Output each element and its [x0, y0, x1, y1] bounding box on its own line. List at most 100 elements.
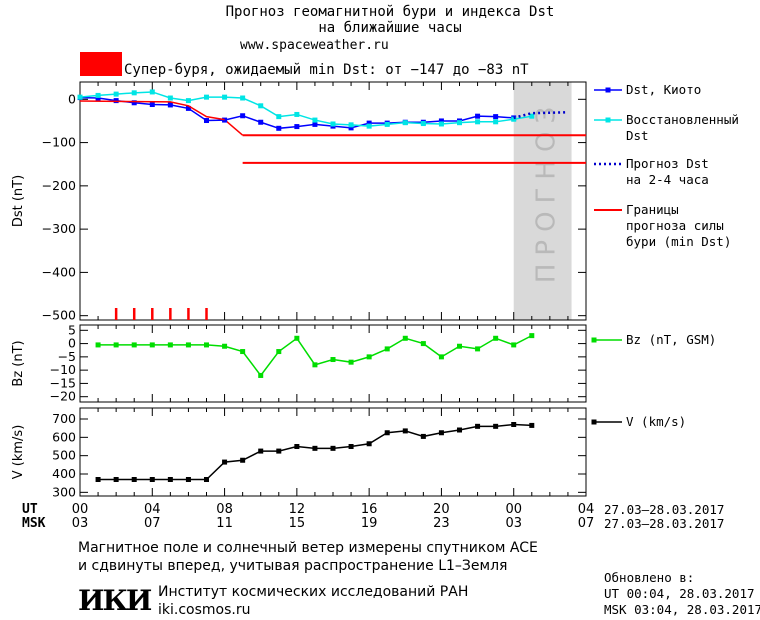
- data-point: [457, 120, 462, 126]
- y-tick-label: −10: [50, 362, 76, 377]
- data-point: [366, 123, 372, 129]
- ut-label: UT: [22, 502, 38, 517]
- legend-symbols: [591, 87, 622, 425]
- x-tick-label-msk: 03: [72, 516, 89, 531]
- data-point: [95, 342, 101, 348]
- legend-dst-restored-marker: [605, 117, 611, 123]
- bz-panel: 50−5−10−15−20 Bz (nT): [11, 322, 587, 404]
- series-line: [513, 111, 568, 120]
- legend-bz: Bz (nT, GSM): [626, 332, 717, 347]
- data-point: [95, 92, 101, 98]
- x-tick-label-msk: 07: [144, 516, 161, 531]
- y-tick-label: 0: [68, 336, 76, 351]
- legend-bz-marker: [591, 337, 597, 343]
- x-tick-label-msk: 23: [433, 516, 450, 531]
- data-point: [457, 343, 462, 349]
- data-point: [438, 430, 444, 436]
- panel-frame: [79, 407, 587, 497]
- data-point: [204, 118, 209, 124]
- data-point: [149, 89, 155, 95]
- data-point: [240, 113, 246, 119]
- data-point: [204, 342, 209, 348]
- data-point: [420, 433, 426, 439]
- data-point: [131, 477, 137, 482]
- data-point: [113, 91, 119, 97]
- data-point: [222, 459, 228, 465]
- data-point: [276, 349, 282, 355]
- data-point: [366, 354, 372, 360]
- forecast-band-label: ПРОГНОЗ: [532, 99, 562, 283]
- data-point: [493, 423, 499, 429]
- legend-forecast-2: на 2-4 часа: [626, 172, 709, 187]
- institute-site[interactable]: iki.cosmos.ru: [158, 602, 251, 618]
- data-point: [493, 114, 499, 120]
- legend-bounds-2: прогноза силы: [626, 218, 724, 233]
- chart-title-line1: Прогноз геомагнитной бури и индекса Dst: [225, 4, 555, 20]
- data-point: [384, 121, 390, 127]
- data-point: [131, 90, 137, 96]
- storm-forecast-label: Супер-буря, ожидаемый min Dst: от −147 д…: [124, 62, 529, 78]
- data-point: [457, 427, 462, 433]
- data-point: [402, 120, 408, 126]
- data-point: [312, 445, 318, 451]
- data-point: [240, 349, 246, 355]
- y-tick-label: −100: [42, 135, 76, 150]
- data-point: [420, 119, 426, 125]
- y-tick-label: −300: [42, 221, 76, 236]
- data-point: [475, 113, 481, 119]
- data-point: [475, 423, 481, 429]
- data-point: [185, 477, 191, 482]
- data-point: [312, 121, 318, 127]
- data-point: [457, 118, 462, 124]
- data-point: [348, 122, 354, 128]
- data-point: [258, 448, 264, 454]
- data-point: [258, 103, 264, 109]
- data-point: [348, 125, 354, 131]
- series-line: [79, 100, 225, 121]
- data-point: [113, 98, 119, 104]
- y-tick-label: −400: [42, 264, 76, 279]
- data-point: [438, 354, 444, 360]
- series-line: [79, 96, 514, 130]
- data-point: [493, 119, 499, 125]
- data-point: [167, 477, 173, 482]
- data-point: [384, 346, 390, 352]
- site-url[interactable]: www.spaceweather.ru: [240, 38, 389, 53]
- footer-note-line1: Магнитное поле и солнечный ветер измерен…: [78, 540, 538, 556]
- data-point: [330, 445, 336, 451]
- legend-forecast-1: Прогноз Dst: [626, 156, 709, 171]
- data-point: [294, 111, 300, 117]
- data-point: [402, 119, 408, 125]
- data-point: [113, 342, 119, 348]
- x-tick-label-msk: 15: [289, 516, 306, 531]
- iki-logo: ИКИ: [78, 584, 152, 617]
- panel-frame: [79, 81, 587, 321]
- data-point: [95, 477, 101, 482]
- x-tick-label-ut: 04: [144, 502, 161, 517]
- y-tick-label: 600: [52, 429, 76, 444]
- legend-dst-kyoto: Dst, Киото: [626, 82, 702, 97]
- data-point: [131, 100, 137, 106]
- y-tick-label: 400: [52, 466, 76, 481]
- x-tick-label-ut: 08: [216, 502, 233, 517]
- x-tick-label-ut: 04: [578, 502, 595, 517]
- data-point: [511, 342, 517, 348]
- data-point: [276, 448, 282, 454]
- y-tick-label: 5: [68, 322, 76, 337]
- x-tick-label-ut: 00: [72, 502, 89, 517]
- data-point: [95, 95, 101, 101]
- legend-v: V (km/s): [626, 414, 687, 429]
- data-point: [258, 119, 264, 125]
- data-point: [149, 342, 155, 348]
- data-point: [185, 98, 191, 104]
- data-point: [240, 457, 246, 463]
- data-point: [222, 117, 228, 123]
- data-point: [511, 115, 517, 121]
- data-point: [529, 333, 535, 339]
- x-tick-label-ut: 12: [289, 502, 306, 517]
- x-tick-label-ut: 16: [361, 502, 378, 517]
- data-point: [348, 444, 354, 449]
- data-point: [366, 441, 372, 447]
- y-axis-label: Dst (nT): [11, 175, 26, 227]
- data-point: [420, 121, 426, 127]
